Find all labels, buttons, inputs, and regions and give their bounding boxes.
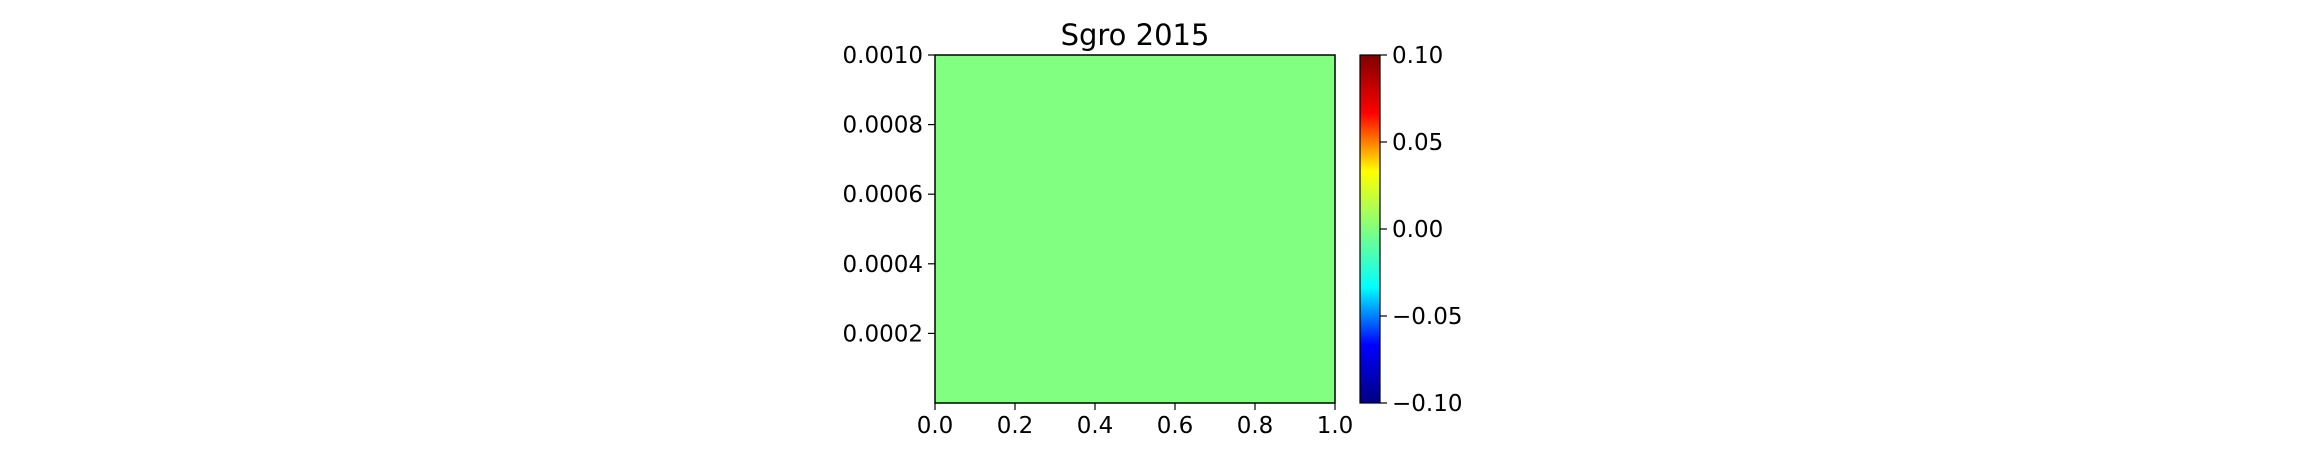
x-tick-label: 0.6: [1157, 413, 1194, 439]
y-tick-label: 0.0006: [843, 182, 923, 208]
y-tick-label: 0.0002: [843, 321, 923, 347]
x-tick-label: 0.4: [1077, 413, 1114, 439]
y-tick-label: 0.0008: [843, 113, 923, 139]
y-tick-label: 0.0004: [843, 252, 923, 278]
x-tick-label: 0.8: [1237, 413, 1274, 439]
colorbar-tick-label: 0.05: [1392, 130, 1443, 156]
colorbar-tick-label: 0.10: [1392, 43, 1443, 69]
chart-title: Sgro 2015: [1061, 18, 1210, 52]
colorbar: 0.10 0.05 0.00 −0.05 −0.10: [1359, 43, 1462, 417]
plot-area: 0.0 0.2 0.4 0.6 0.8 1.0 0.0002 0.0004 0.0006 0.00…: [843, 43, 1354, 439]
x-tick-label: 0.2: [997, 413, 1034, 439]
colorbar-gradient: [1359, 54, 1381, 404]
heatmap-cell: [935, 55, 1335, 403]
y-tick-label: 0.0010: [843, 43, 923, 69]
plot-frame: [934, 54, 1336, 404]
x-tick-label: 0.0: [917, 413, 954, 439]
colorbar-tick-label: −0.10: [1392, 391, 1462, 417]
colorbar-tick-label: 0.00: [1392, 217, 1443, 243]
x-tick-label: 1.0: [1317, 413, 1354, 439]
colorbar-tick-label: −0.05: [1392, 304, 1462, 330]
